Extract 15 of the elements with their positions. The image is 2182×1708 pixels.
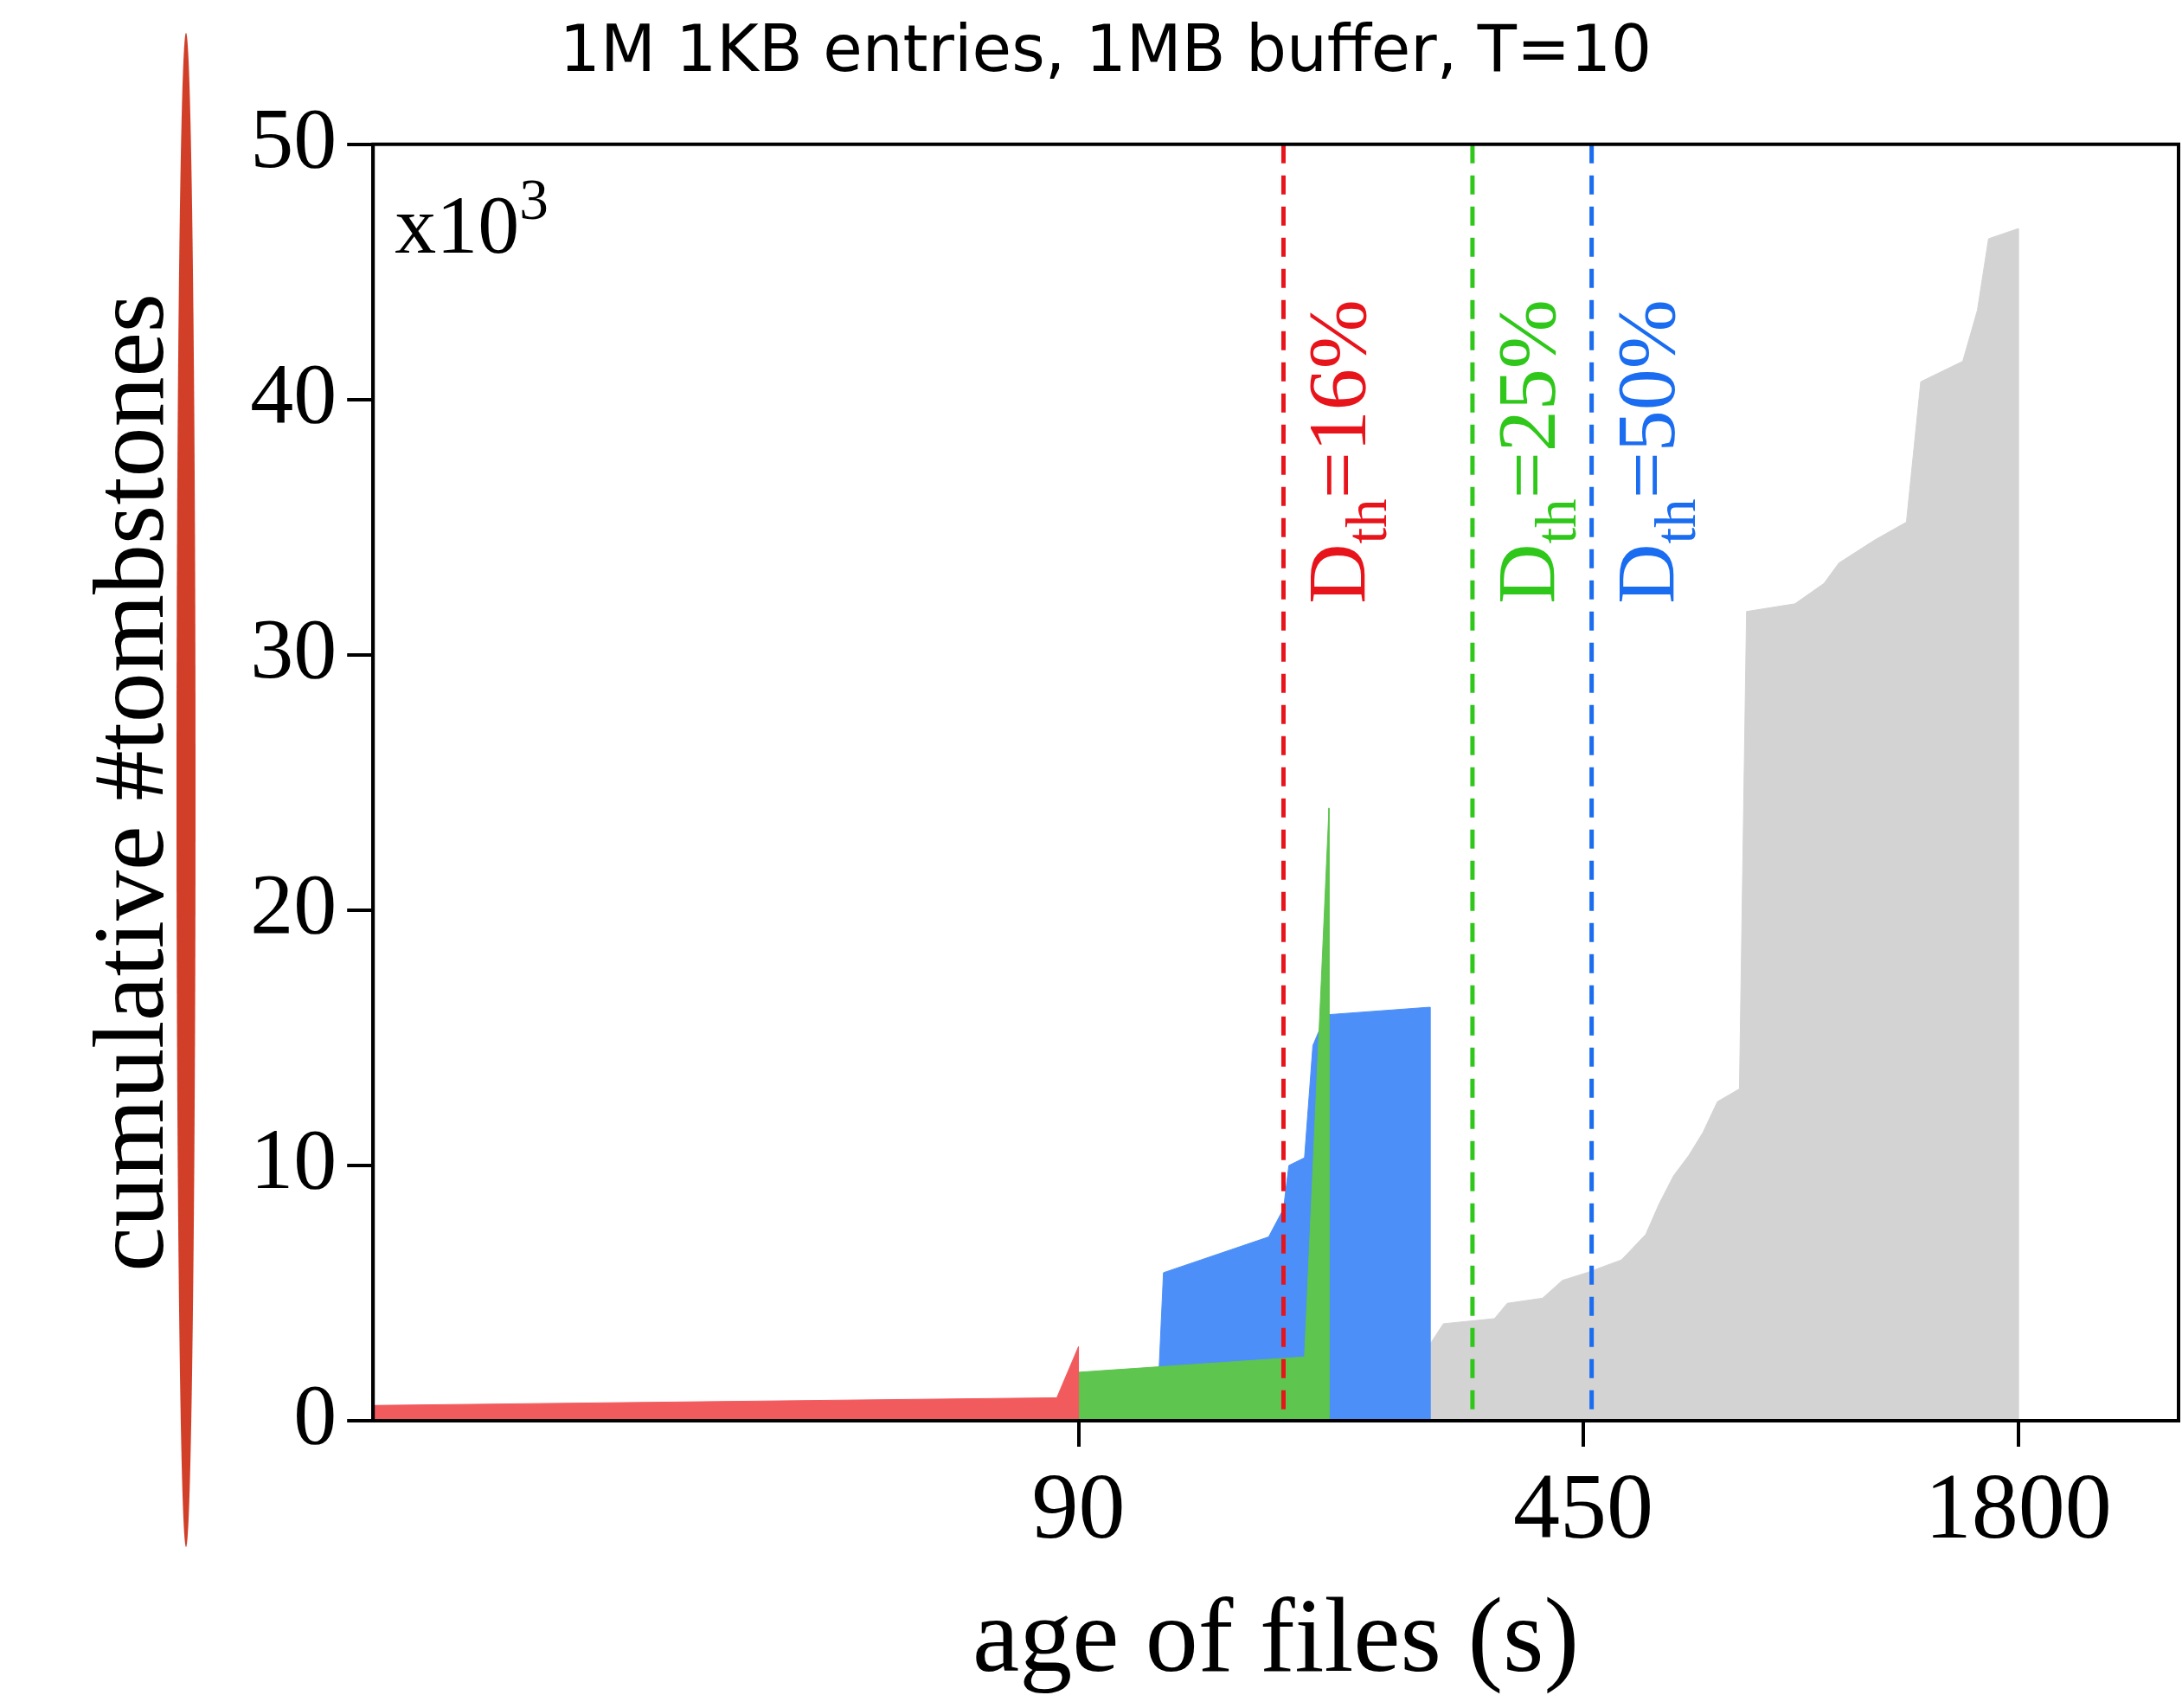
y-axis-title: cumulative #tombstones bbox=[74, 292, 185, 1272]
annotation: Dth=16% bbox=[1291, 299, 1400, 604]
chart-title: 1M 1KB entries, 1MB buffer, T=10 bbox=[559, 10, 1653, 86]
y-tick-label: 20 bbox=[250, 856, 337, 953]
y-tick-label: 0 bbox=[293, 1366, 337, 1463]
y-tick-label: 30 bbox=[250, 600, 337, 697]
x-tick-label: 90 bbox=[1031, 1454, 1126, 1558]
y-tick-label: 10 bbox=[250, 1111, 337, 1208]
y-tick-label: 50 bbox=[250, 90, 337, 187]
y-tick-label: 40 bbox=[250, 345, 337, 442]
annotation: Dth=25% bbox=[1479, 299, 1588, 604]
x-axis-title: age of files (s) bbox=[972, 1576, 1580, 1694]
annotation: Dth=50% bbox=[1599, 299, 1708, 604]
x-tick-label: 1800 bbox=[1924, 1454, 2112, 1558]
x-tick-label: 450 bbox=[1513, 1454, 1654, 1558]
